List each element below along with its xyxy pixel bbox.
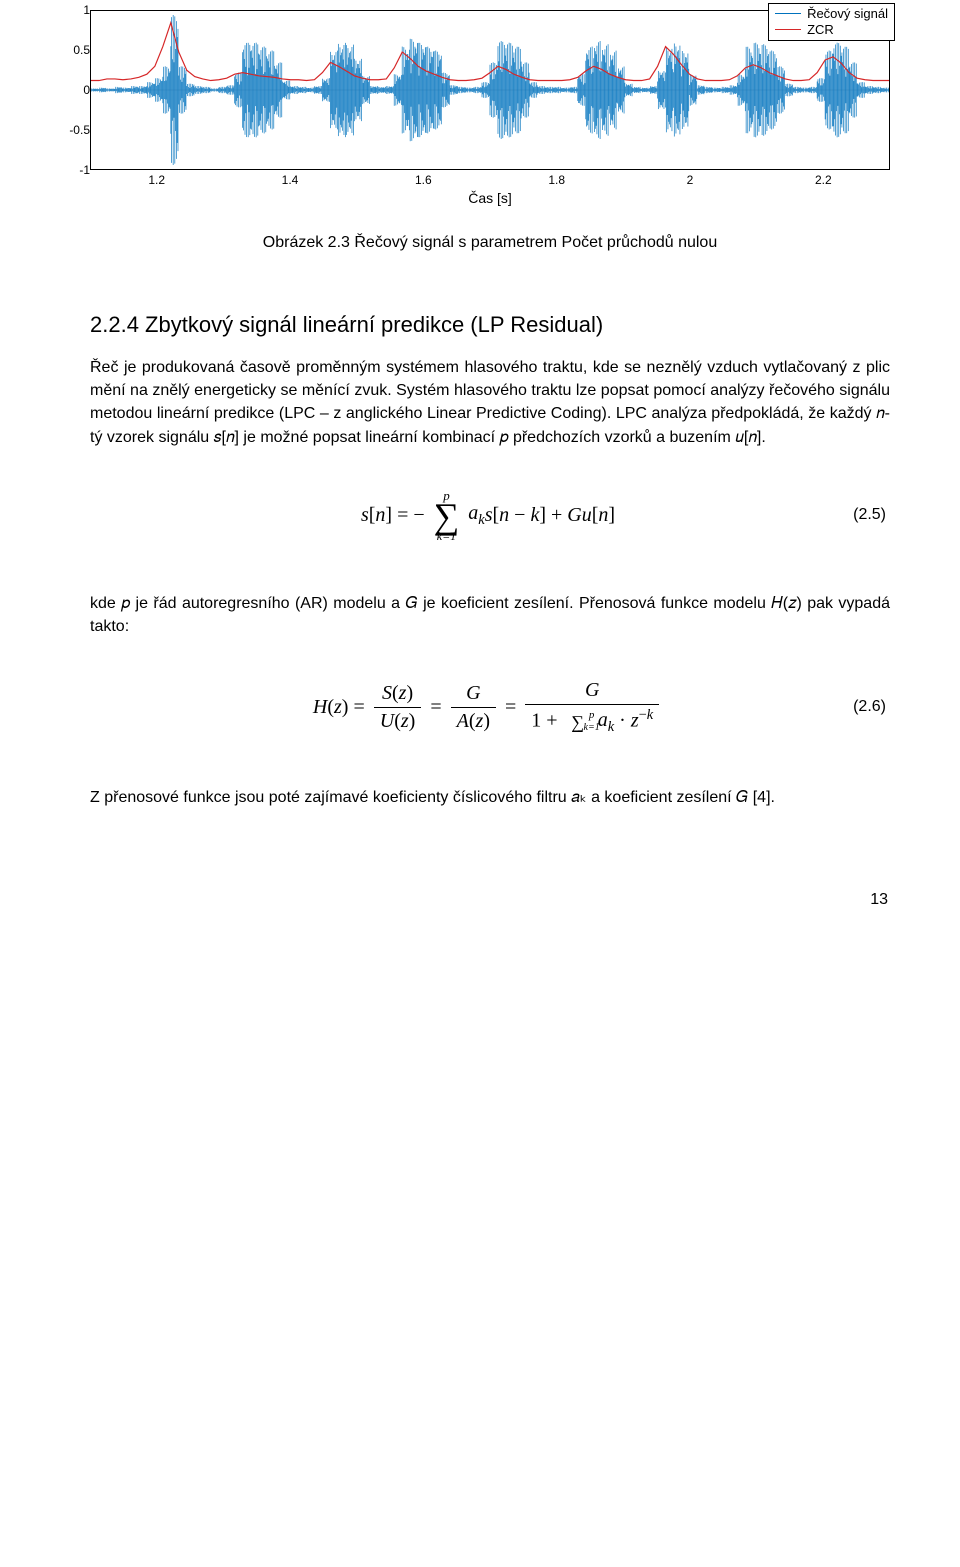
paragraph-3: Z přenosové funkce jsou poté zajímavé ko… bbox=[90, 786, 890, 809]
equation-2-6-body: H(z) = S(z) U(z) = G A(z) = G 1 + p ∑ k=… bbox=[313, 679, 663, 737]
equation-2-5-body: s[n] = − p ∑ k=1 aks[n − k] + Gu[n] bbox=[361, 489, 615, 542]
plot-area: Řečový signál ZCR bbox=[90, 10, 890, 170]
legend-row-speech: Řečový signál bbox=[775, 6, 888, 22]
paragraph-1: Řeč je produkovaná časově proměnným syst… bbox=[90, 356, 890, 449]
equation-2-6-number: (2.6) bbox=[663, 698, 890, 716]
legend-label-zcr: ZCR bbox=[807, 22, 834, 38]
section-heading: 2.2.4 Zbytkový signál lineární predikce … bbox=[90, 312, 890, 338]
equation-2-5-number: (2.5) bbox=[615, 506, 890, 524]
legend-line-zcr bbox=[775, 29, 801, 30]
equation-2-6: H(z) = S(z) U(z) = G A(z) = G 1 + p ∑ k=… bbox=[90, 679, 890, 737]
legend-label-speech: Řečový signál bbox=[807, 6, 888, 22]
x-axis: Čas [s] 1.21.41.61.822.2 bbox=[90, 170, 890, 206]
paragraph-2: kde 𝑝 je řád autoregresního (AR) modelu … bbox=[90, 592, 890, 638]
page-number: 13 bbox=[870, 891, 888, 909]
figure-caption: Obrázek 2.3 Řečový signál s parametrem P… bbox=[90, 234, 890, 252]
signal-chart: -1-0.500.51 Řečový signál ZCR Čas [s] 1.… bbox=[90, 10, 890, 210]
x-axis-label: Čas [s] bbox=[468, 190, 512, 206]
equation-2-5: s[n] = − p ∑ k=1 aks[n − k] + Gu[n] (2.5… bbox=[90, 489, 890, 542]
legend: Řečový signál ZCR bbox=[768, 3, 895, 41]
y-axis: -1-0.500.51 bbox=[42, 10, 90, 170]
legend-line-speech bbox=[775, 13, 801, 14]
legend-row-zcr: ZCR bbox=[775, 22, 888, 38]
